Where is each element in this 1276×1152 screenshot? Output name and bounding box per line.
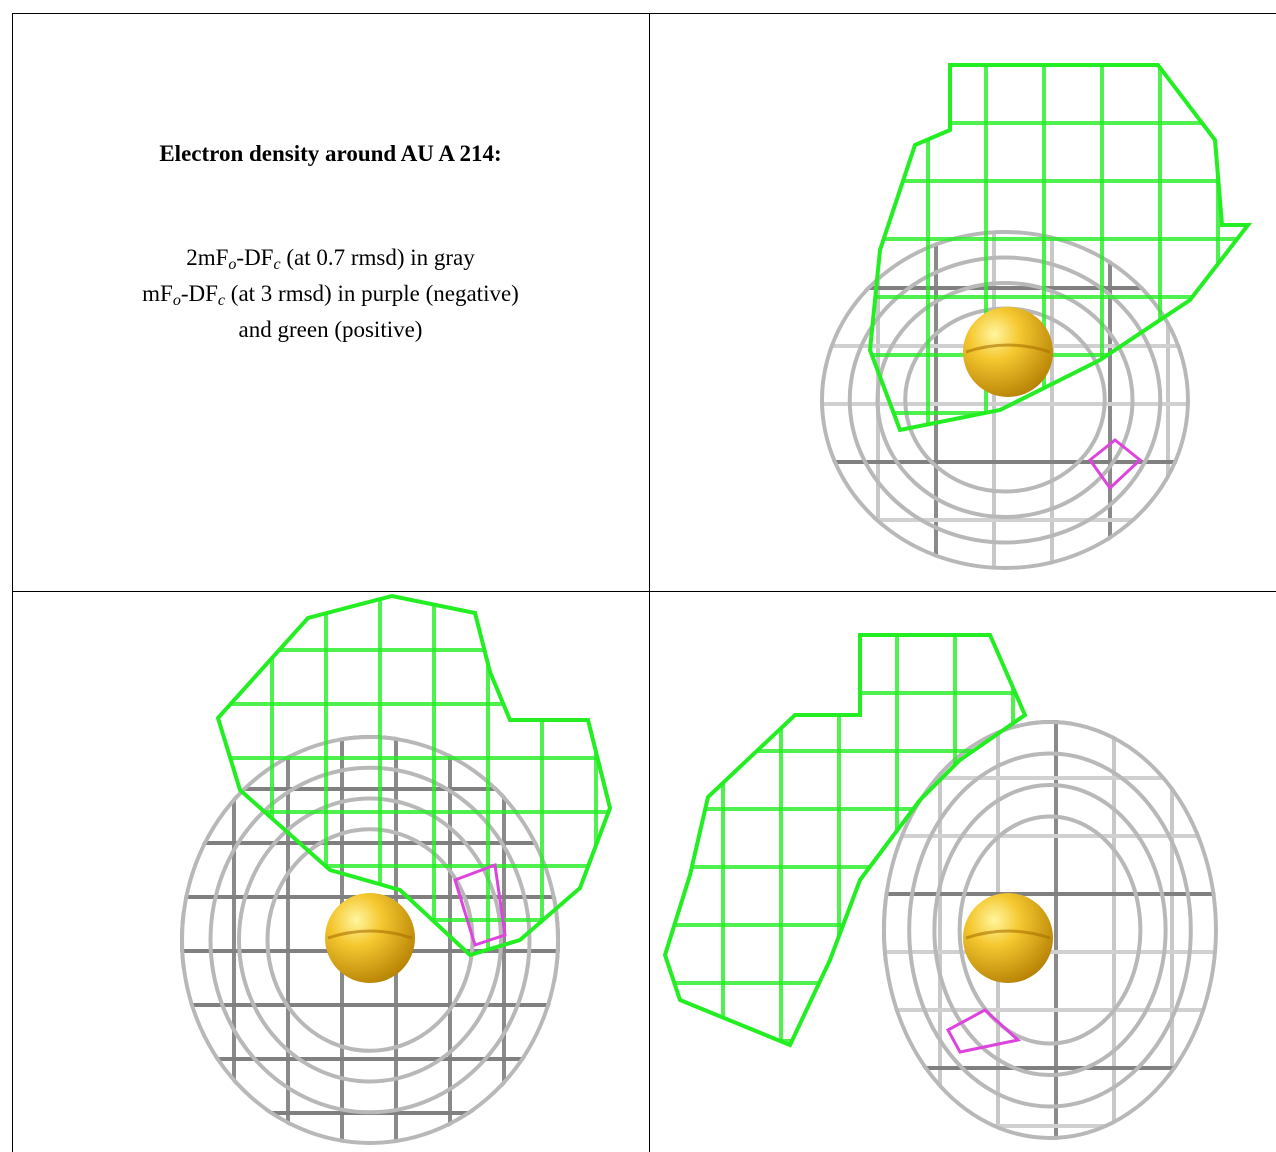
subscript: o <box>172 292 181 309</box>
text-run: -DF <box>236 245 274 270</box>
mesh-shell <box>820 230 1190 570</box>
negative-density <box>453 862 507 947</box>
mesh-shell <box>237 796 503 1084</box>
subscript: o <box>228 256 237 273</box>
caption-cell: Electron density around AU A 214: 2mFo-D… <box>13 14 648 590</box>
caption-title: Electron density around AU A 214: <box>159 141 502 166</box>
text-run: 2mF <box>186 245 229 270</box>
mesh-shell <box>180 735 560 1145</box>
mesh-shell <box>847 255 1163 545</box>
mesh-shell <box>208 765 532 1115</box>
mesh-shell <box>957 814 1143 1046</box>
sphere-highlight <box>965 343 1051 354</box>
mesh-shell <box>875 281 1135 519</box>
text-run: (at 0.7 rmsd) in gray <box>280 245 475 270</box>
green-mesh <box>867 63 1253 433</box>
text-run: -DF <box>180 281 218 306</box>
caption-line: 2mFo-DFc (at 0.7 rmsd) in gray <box>186 240 475 276</box>
table-border <box>12 13 1276 1152</box>
mesh-shell <box>907 751 1193 1109</box>
text-run: and green (positive) <box>238 317 423 342</box>
green-grid <box>870 65 1248 430</box>
caption-line: mFo-DFc (at 3 rmsd) in purple (negative) <box>142 276 519 312</box>
mesh-outline <box>867 63 1253 433</box>
mesh-outline <box>662 633 1028 1048</box>
atom-sphere <box>963 307 1053 397</box>
negative-density <box>945 1008 1022 1054</box>
atom-sphere <box>963 893 1053 983</box>
mesh-shell <box>932 783 1168 1077</box>
sphere-highlight <box>327 929 413 940</box>
caption-line: and green (positive) <box>239 312 423 348</box>
negative-density <box>1087 438 1143 491</box>
mesh-shell <box>882 720 1218 1140</box>
subscript: c <box>217 292 226 309</box>
text-run: (at 3 rmsd) in purple (negative) <box>225 281 519 306</box>
subscript: c <box>273 256 281 273</box>
sphere-highlight <box>965 929 1051 940</box>
mesh-outline <box>215 593 613 958</box>
text-run: mF <box>142 281 173 306</box>
atom-sphere <box>325 893 415 983</box>
